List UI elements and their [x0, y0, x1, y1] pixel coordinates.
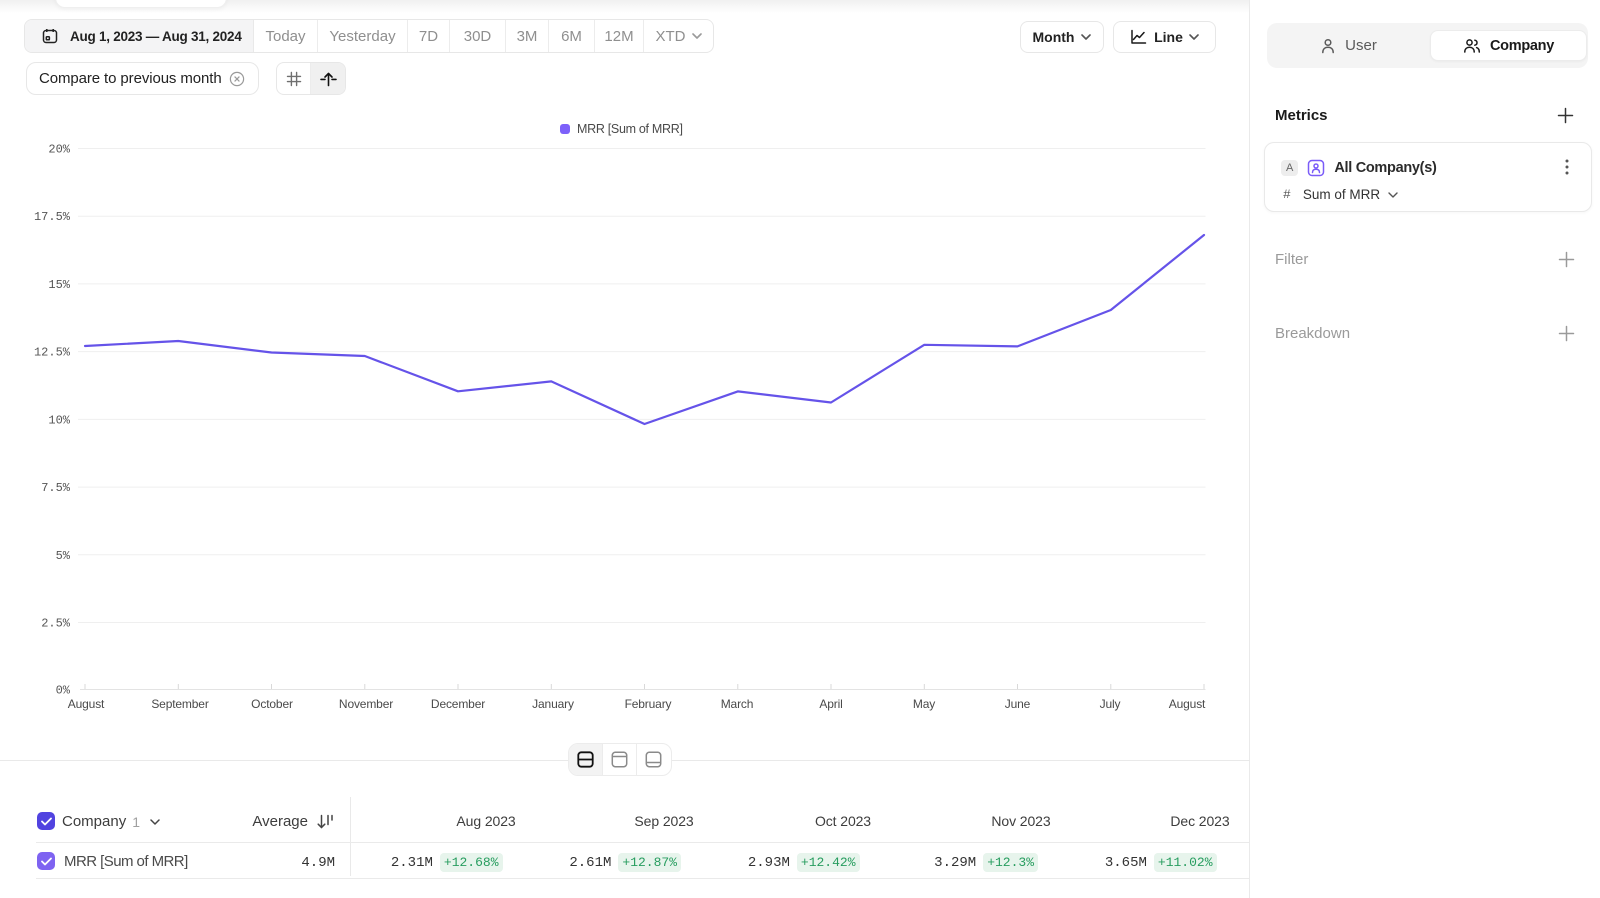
svg-text:September: September	[151, 697, 209, 711]
svg-text:October: October	[251, 697, 293, 711]
svg-text:January: January	[532, 697, 574, 711]
svg-text:November: November	[339, 697, 393, 711]
svg-text:June: June	[1005, 697, 1031, 711]
svg-text:May: May	[913, 697, 935, 711]
svg-text:March: March	[721, 697, 754, 711]
svg-text:5%: 5%	[56, 549, 71, 563]
svg-text:0%: 0%	[56, 684, 71, 698]
svg-text:December: December	[431, 697, 485, 711]
svg-text:7.5%: 7.5%	[41, 481, 71, 495]
svg-text:August: August	[1169, 697, 1206, 711]
svg-text:February: February	[625, 697, 672, 711]
svg-text:10%: 10%	[48, 413, 70, 427]
svg-text:17.5%: 17.5%	[34, 210, 71, 224]
svg-text:August: August	[68, 697, 105, 711]
svg-text:2.5%: 2.5%	[41, 617, 71, 631]
svg-text:20%: 20%	[48, 143, 70, 157]
svg-text:July: July	[1100, 697, 1121, 711]
svg-text:15%: 15%	[48, 278, 70, 292]
svg-text:12.5%: 12.5%	[34, 346, 71, 360]
svg-text:April: April	[819, 697, 842, 711]
